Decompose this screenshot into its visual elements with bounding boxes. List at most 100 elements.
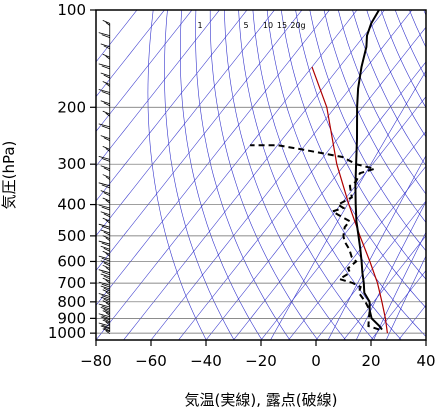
wind-barb (105, 266, 110, 271)
wind-barb (105, 321, 110, 326)
wind-barb (101, 206, 110, 211)
y-tick-label: 800 (57, 293, 86, 311)
wind-barb (103, 74, 110, 79)
wind-barb (103, 308, 110, 313)
y-tick-label: 300 (57, 155, 86, 173)
y-tick-label: 1000 (48, 324, 86, 342)
wind-barb (100, 190, 110, 194)
dry-adiabat (209, 10, 319, 340)
mixing-ratio-label: 15 (277, 21, 287, 30)
wind-barb (98, 182, 110, 187)
y-tick-label: 500 (57, 227, 86, 245)
wind-barb (98, 313, 110, 318)
wind-barb (100, 273, 110, 278)
wind-barb (105, 330, 110, 335)
wind-barb (102, 250, 110, 255)
wind-barb (98, 293, 110, 297)
wind-barb (101, 34, 110, 38)
dry-adiabat (252, 10, 402, 340)
wind-barb (103, 102, 110, 107)
wind-barb (100, 72, 110, 77)
wind-barbs (98, 20, 111, 335)
dry-adiabat (295, 10, 426, 280)
wind-barb (100, 316, 110, 321)
dry-adiabat (323, 10, 426, 224)
isotherm (343, 235, 426, 340)
y-tick-label: 600 (57, 252, 86, 270)
mixing-ratio-label: 10 (263, 21, 273, 30)
wind-barb (105, 302, 110, 306)
dry-adiabat (394, 10, 426, 79)
x-tick-label: −40 (190, 352, 222, 370)
wind-barb (105, 176, 110, 180)
wind-barb (101, 225, 110, 230)
wind-barb (98, 240, 110, 245)
dry-adiabat-lines (147, 10, 426, 340)
dry-adiabat (409, 10, 426, 48)
dry-adiabat (352, 10, 426, 167)
wind-barb (105, 83, 110, 87)
wind-barb (105, 55, 110, 60)
dry-adiabat (164, 10, 235, 340)
wind-barb (105, 279, 110, 284)
isotherm (96, 10, 275, 237)
dry-adiabat (238, 10, 374, 340)
wind-barb (103, 262, 110, 267)
moist-adiabat-path (311, 66, 388, 334)
mixing-ratio-labels: 1 5 10 15 20g (197, 21, 305, 30)
wind-barb (100, 135, 110, 139)
wind-barb (98, 156, 110, 160)
wind-barb (101, 295, 110, 299)
wind-barb (100, 306, 110, 311)
x-tick-label: −80 (80, 352, 112, 370)
y-axis-label: 気圧(hPa) (0, 141, 18, 210)
wind-barb (101, 324, 110, 329)
wind-barb (102, 110, 110, 115)
wind-barb (102, 146, 110, 150)
wind-barb (103, 275, 110, 280)
wind-barb (101, 184, 110, 189)
isotherm (233, 96, 426, 340)
wind-barb (101, 91, 110, 95)
wind-barb (101, 257, 110, 262)
isotherm (260, 130, 426, 340)
wind-barb (103, 327, 110, 332)
y-tick-label: 200 (57, 98, 86, 116)
wind-barb (105, 312, 110, 316)
isotherm (288, 165, 426, 340)
wind-barb (98, 255, 110, 260)
dry-adiabat (180, 10, 263, 340)
mixing-ratio-label: 5 (243, 21, 248, 30)
wind-barb (102, 319, 110, 324)
wind-barb (98, 269, 110, 274)
dry-adiabat (266, 10, 426, 338)
wind-barb (103, 231, 110, 236)
isotherm (370, 269, 426, 340)
mixing-ratio-line (355, 200, 426, 340)
y-tick-label: 700 (57, 274, 86, 292)
wind-barb (98, 303, 110, 308)
dewpoint-line (250, 144, 380, 331)
isotherm (315, 200, 426, 340)
wind-barb (101, 158, 110, 162)
mixing-ratio-label: 20g (290, 21, 305, 30)
y-tick-label: 100 (57, 1, 86, 19)
wind-barb (101, 271, 110, 276)
wind-barb (103, 318, 110, 323)
wind-barb (103, 192, 110, 196)
isotherm (178, 26, 426, 340)
wind-barb (102, 81, 110, 85)
x-tick-label: −60 (135, 352, 167, 370)
wind-barb (103, 247, 110, 252)
wind-barb (102, 277, 110, 282)
wind-barb (102, 300, 110, 304)
wind-barb (100, 285, 110, 290)
plot-frame (95, 9, 427, 341)
wind-barb (101, 305, 110, 310)
isotherm (205, 61, 426, 340)
wind-barb (100, 229, 110, 234)
wind-barb (98, 63, 110, 68)
wind-barb (98, 223, 110, 228)
wind-barb (103, 137, 110, 141)
x-tick-label: −20 (245, 352, 277, 370)
